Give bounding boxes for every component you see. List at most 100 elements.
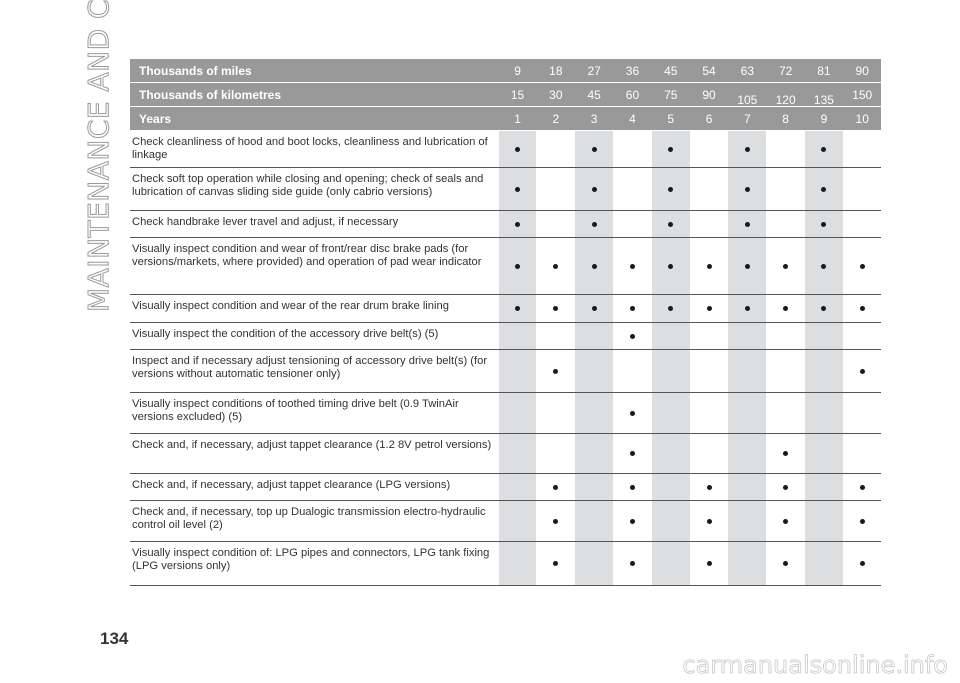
schedule-cell	[536, 474, 575, 500]
header-cell: 3	[590, 111, 598, 126]
table-row: Visually inspect condition and wear of f…	[130, 238, 882, 295]
bullet-icon	[744, 221, 750, 227]
header-cell: 9	[820, 111, 828, 126]
table-row: Visually inspect condition and wear of t…	[130, 295, 882, 323]
schedule-cell	[575, 434, 613, 473]
operation-description: Check and, if necessary, top up Dualogic…	[132, 506, 486, 531]
schedule-cell	[536, 393, 575, 433]
schedule-cell	[651, 131, 690, 167]
schedule-cell	[805, 434, 843, 473]
schedule-cell	[651, 474, 690, 500]
bullet-icon	[553, 484, 559, 490]
schedule-cell	[766, 501, 805, 541]
schedule-cell	[536, 295, 575, 322]
schedule-cell	[766, 323, 805, 349]
schedule-cell	[651, 393, 690, 433]
bullet-icon	[783, 263, 789, 269]
schedule-cell	[575, 168, 613, 210]
header-cell: 45	[664, 63, 678, 78]
operation-description: Visually inspect the condition of the ac…	[132, 328, 439, 340]
schedule-cell	[498, 350, 537, 392]
schedule-cell	[536, 323, 575, 349]
schedule-cell	[536, 131, 575, 167]
bullet-icon	[629, 306, 635, 311]
bullet-icon	[706, 561, 712, 566]
header-cell: 75	[664, 87, 678, 102]
table-row: Check and, if necessary, adjust tappet c…	[130, 434, 882, 474]
schedule-cell	[805, 501, 843, 541]
bullet-icon	[515, 263, 521, 269]
header-cell: 105	[737, 92, 758, 107]
header-cell: 8	[782, 111, 789, 126]
header-cell: 10	[855, 111, 869, 126]
schedule-cell	[843, 434, 882, 473]
schedule-cell	[843, 168, 882, 210]
maintenance-schedule-table: Thousands of miles 9 18 27 36 45 54 63 72 81 90 Tho…	[130, 59, 882, 586]
header-cell: 90	[702, 87, 716, 102]
table-row: Visually inspect condition of: LPG pipes…	[130, 542, 882, 586]
bullet-icon	[744, 306, 750, 311]
bullet-icon	[668, 146, 674, 152]
header-cell: 1	[514, 111, 521, 126]
bullet-icon	[629, 484, 635, 490]
schedule-cell	[766, 295, 805, 322]
schedule-cell	[766, 434, 805, 473]
schedule-cell	[575, 295, 613, 322]
schedule-cell	[690, 168, 728, 210]
bullet-icon	[668, 263, 674, 269]
bullet-icon	[706, 518, 712, 524]
schedule-cell	[728, 474, 767, 500]
bullet-icon	[553, 306, 559, 311]
schedule-cell	[690, 295, 728, 322]
page-number: 134	[100, 629, 129, 648]
bullet-icon	[706, 263, 712, 269]
schedule-cell	[613, 501, 652, 541]
header-cell: 45	[587, 87, 601, 102]
header-row-km: Thousands of kilometres 15 30 45 60 75 90 105 12…	[130, 83, 881, 107]
bullet-icon	[553, 263, 559, 269]
header-cell: 5	[667, 111, 675, 126]
bullet-icon	[629, 561, 635, 566]
schedule-cell	[728, 131, 767, 167]
bullet-icon	[591, 221, 597, 227]
schedule-cell	[690, 350, 728, 392]
bullet-icon	[744, 146, 750, 152]
operation-description: Visually inspect condition and wear of f…	[132, 243, 482, 268]
table-row: Visually inspect the condition of the ac…	[130, 323, 882, 350]
header-cell: 18	[549, 63, 563, 78]
schedule-cell	[843, 350, 882, 392]
schedule-cell	[690, 323, 728, 349]
schedule-cell	[805, 393, 843, 433]
bullet-icon	[859, 306, 865, 311]
schedule-cell	[613, 295, 652, 322]
schedule-cell	[613, 393, 652, 433]
header-cell: 90	[855, 63, 869, 78]
schedule-cell	[613, 131, 652, 167]
schedule-cell	[843, 323, 882, 349]
schedule-cell	[690, 238, 728, 294]
schedule-cell	[766, 393, 805, 433]
schedule-cell	[805, 238, 843, 294]
table-row: Visually inspect conditions of toothed t…	[130, 393, 882, 434]
schedule-cell	[536, 211, 575, 237]
schedule-cell	[690, 131, 728, 167]
table-row: Check soft top operation while closing a…	[130, 168, 882, 211]
schedule-cell	[536, 238, 575, 294]
schedule-cell	[728, 238, 767, 294]
schedule-cell	[575, 211, 613, 237]
schedule-cell	[728, 295, 767, 322]
schedule-cell	[536, 542, 575, 585]
bullet-icon	[515, 221, 521, 227]
header-cell: 6	[705, 111, 713, 126]
watermark: carmanualsonline.info	[682, 651, 948, 680]
schedule-cell	[498, 295, 537, 322]
schedule-cell	[805, 168, 843, 210]
schedule-cell	[613, 323, 652, 349]
schedule-cell	[575, 474, 613, 500]
schedule-cell	[498, 323, 537, 349]
schedule-cell	[651, 434, 690, 473]
bullet-icon	[821, 263, 827, 269]
table-row: Inspect and if necessary adjust tensioni…	[130, 350, 882, 393]
schedule-cell	[651, 211, 690, 237]
header-cell: 7	[743, 111, 751, 126]
